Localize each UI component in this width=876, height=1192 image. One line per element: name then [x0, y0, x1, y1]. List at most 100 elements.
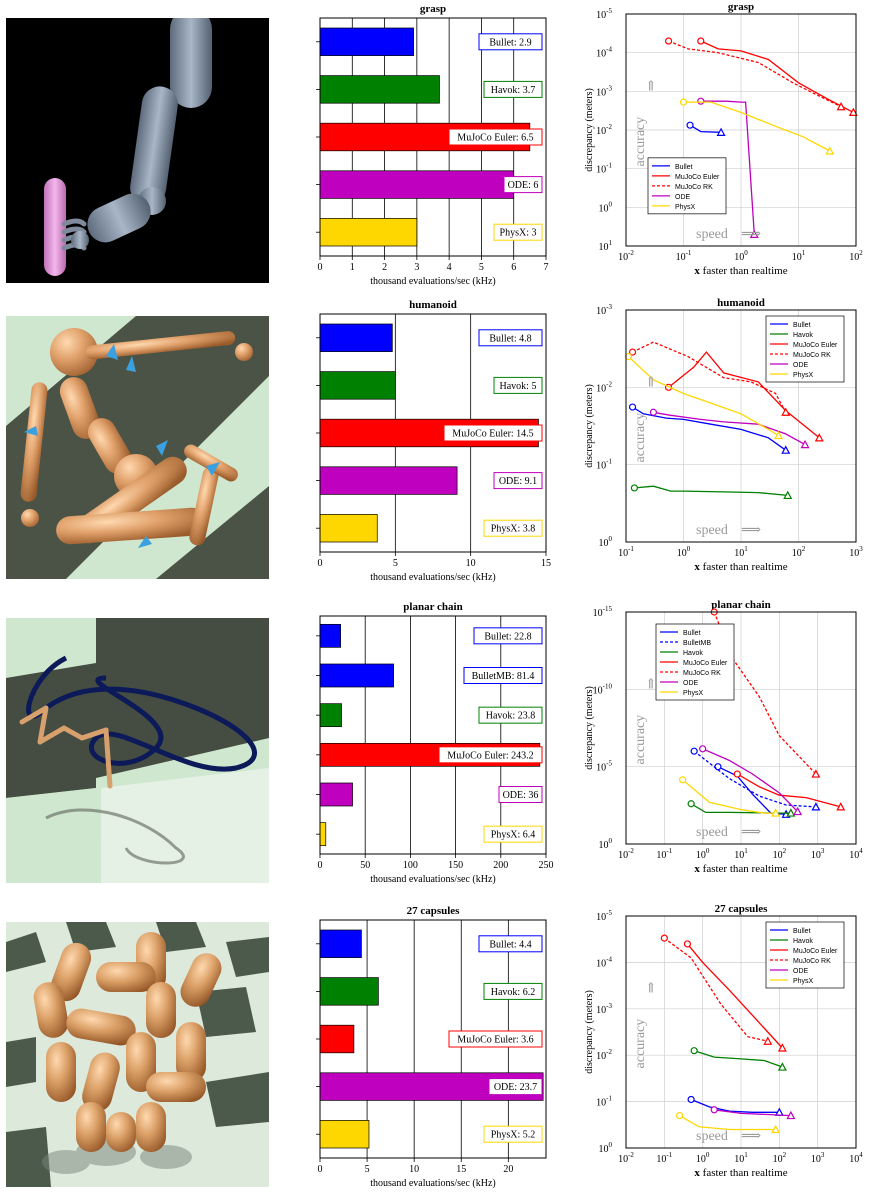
- series-line-mujoco-rk: [668, 40, 842, 108]
- plot-frame: [625, 915, 857, 1149]
- data-label-box: [478, 935, 543, 953]
- series-line-ode: [700, 100, 755, 235]
- start-marker: [675, 1111, 684, 1120]
- data-label-box: [488, 1078, 543, 1096]
- accuracy-annotation: accuracy: [633, 117, 648, 167]
- start-marker: [630, 484, 639, 492]
- end-marker: [716, 127, 726, 136]
- x-tick-label: 5: [479, 262, 484, 273]
- start-marker: [690, 1047, 698, 1055]
- y-tick-label: 10-3: [596, 303, 612, 317]
- end-marker: [763, 1036, 773, 1045]
- end-marker: [749, 229, 759, 238]
- data-label-box: [478, 329, 543, 347]
- data-label: BulletMB: 81.4: [472, 671, 535, 682]
- start-marker: [687, 1095, 695, 1104]
- end-marker: [811, 802, 821, 811]
- capsules-render: [6, 922, 269, 1187]
- legend: [765, 315, 845, 383]
- legend-entry: MuJoCo RK: [793, 352, 831, 359]
- data-label: Havok: 5: [500, 381, 537, 392]
- start-marker: [679, 98, 688, 106]
- plot-frame: [625, 13, 857, 247]
- x-tick-label: 100: [696, 847, 710, 861]
- legend-entry: Bullet: [793, 928, 811, 935]
- humanoid-bar-chart: humanoid 0 5 10 15 Bullet: 4.8 Havok: 5 MuJoCo …: [316, 299, 551, 583]
- data-label: ODE: 23.7: [494, 1082, 537, 1093]
- start-marker: [649, 408, 658, 416]
- data-label-box: [448, 128, 543, 146]
- x-tick-label: 101: [734, 545, 748, 559]
- legend-entry: PhysX: [793, 978, 814, 985]
- accuracy-annotation: accuracy: [633, 413, 648, 463]
- planar-chain-discrepancy-chart: planar chain 10-2 10-1 100 101 102 103 104 10-15…: [584, 599, 863, 875]
- accuracy-annotation: accuracy: [633, 1019, 648, 1069]
- y-tick-label: 10-2: [596, 380, 612, 394]
- data-label: ODE: 9.1: [499, 476, 537, 487]
- series-line-mujoco-euler: [686, 943, 783, 1049]
- planar-chain-bar-chart: planar chain 0 50 100 150 200 250 Bullet: 22.8 B…: [316, 601, 554, 885]
- series-line-mujoco-rk: [632, 341, 787, 413]
- bar-physx: [319, 514, 378, 543]
- data-label: Havok: 6.2: [491, 987, 535, 998]
- data-label-box: [493, 376, 543, 394]
- data-label-box: [503, 176, 543, 194]
- x-tick-label: 7: [544, 262, 549, 273]
- series-line-mujoco-rk: [663, 937, 768, 1042]
- x-axis-label: x faster than realtime: [694, 1167, 787, 1179]
- end-marker: [825, 146, 835, 155]
- legend-entry: Bullet: [793, 322, 811, 329]
- data-label: MuJoCo Euler: 243.2: [447, 750, 533, 761]
- grasp-render: [6, 18, 269, 283]
- grasp-discrepancy-chart: grasp 10-2 10-1 100 101 102 10-5 10-4 10-3 10-2 10…: [584, 1, 863, 277]
- x-axis-label: thousand evaluations/sec (kHz): [370, 572, 496, 583]
- x-tick-label: 5: [365, 1164, 370, 1175]
- start-marker: [690, 747, 698, 755]
- data-label: Bullet: 4.8: [489, 333, 531, 344]
- y-tick-label: 100: [599, 1141, 613, 1155]
- speed-arrow: ⟹: [741, 523, 761, 538]
- plot-frame: [319, 919, 547, 1159]
- x-tick-label: 102: [773, 1151, 787, 1165]
- y-tick-label: 10-3: [596, 1002, 612, 1016]
- y-tick-label: 100: [599, 200, 613, 214]
- data-label: PhysX: 3: [500, 228, 537, 239]
- start-marker: [628, 403, 637, 411]
- speed-annotation: speed: [696, 523, 728, 538]
- x-axis-label: thousand evaluations/sec (kHz): [370, 276, 496, 287]
- x-tick-label: 100: [403, 860, 418, 871]
- y-tick-label: 10-10: [593, 682, 613, 696]
- data-label: ODE: 6: [508, 180, 539, 191]
- y-tick-label: 10-15: [593, 605, 613, 619]
- y-tick-label: 10-5: [596, 7, 612, 21]
- x-tick-label: 6: [511, 262, 516, 273]
- series-line-havok: [634, 485, 788, 497]
- speed-arrow: ⟹: [741, 227, 761, 242]
- data-label-box: [493, 223, 543, 241]
- legend-entry: Havok: [793, 938, 813, 945]
- end-marker: [836, 101, 846, 111]
- legend-entry: MuJoCo RK: [675, 184, 713, 191]
- data-label: Bullet: 22.8: [484, 631, 531, 642]
- legend-entry: MuJoCo Euler: [793, 948, 838, 955]
- series-line-ode: [714, 1109, 791, 1117]
- plot-frame: [319, 17, 547, 257]
- bar-ode: [319, 466, 458, 495]
- y-axis-label: discrepancy (meters): [584, 990, 595, 1074]
- data-label-box: [483, 1125, 543, 1143]
- legend-entry: PhysX: [683, 690, 704, 697]
- start-marker: [664, 37, 673, 45]
- y-tick-label: 100: [599, 837, 613, 851]
- bar-havok: [319, 977, 379, 1006]
- legend-entry: Havok: [683, 650, 703, 657]
- legend-entry: Havok: [793, 332, 813, 339]
- x-tick-label: 102: [773, 847, 787, 861]
- capsules-discrepancy-chart: 27 capsules 10-2 10-1 100 101 102 103 104 10-5 10…: [584, 903, 863, 1179]
- data-label-box: [443, 424, 543, 442]
- start-marker: [628, 348, 637, 356]
- x-tick-label: 0: [318, 558, 323, 569]
- y-tick-label: 101: [599, 239, 613, 253]
- start-marker: [710, 1106, 718, 1114]
- x-tick-label: 10: [409, 1164, 419, 1175]
- bar-havok: [319, 703, 342, 728]
